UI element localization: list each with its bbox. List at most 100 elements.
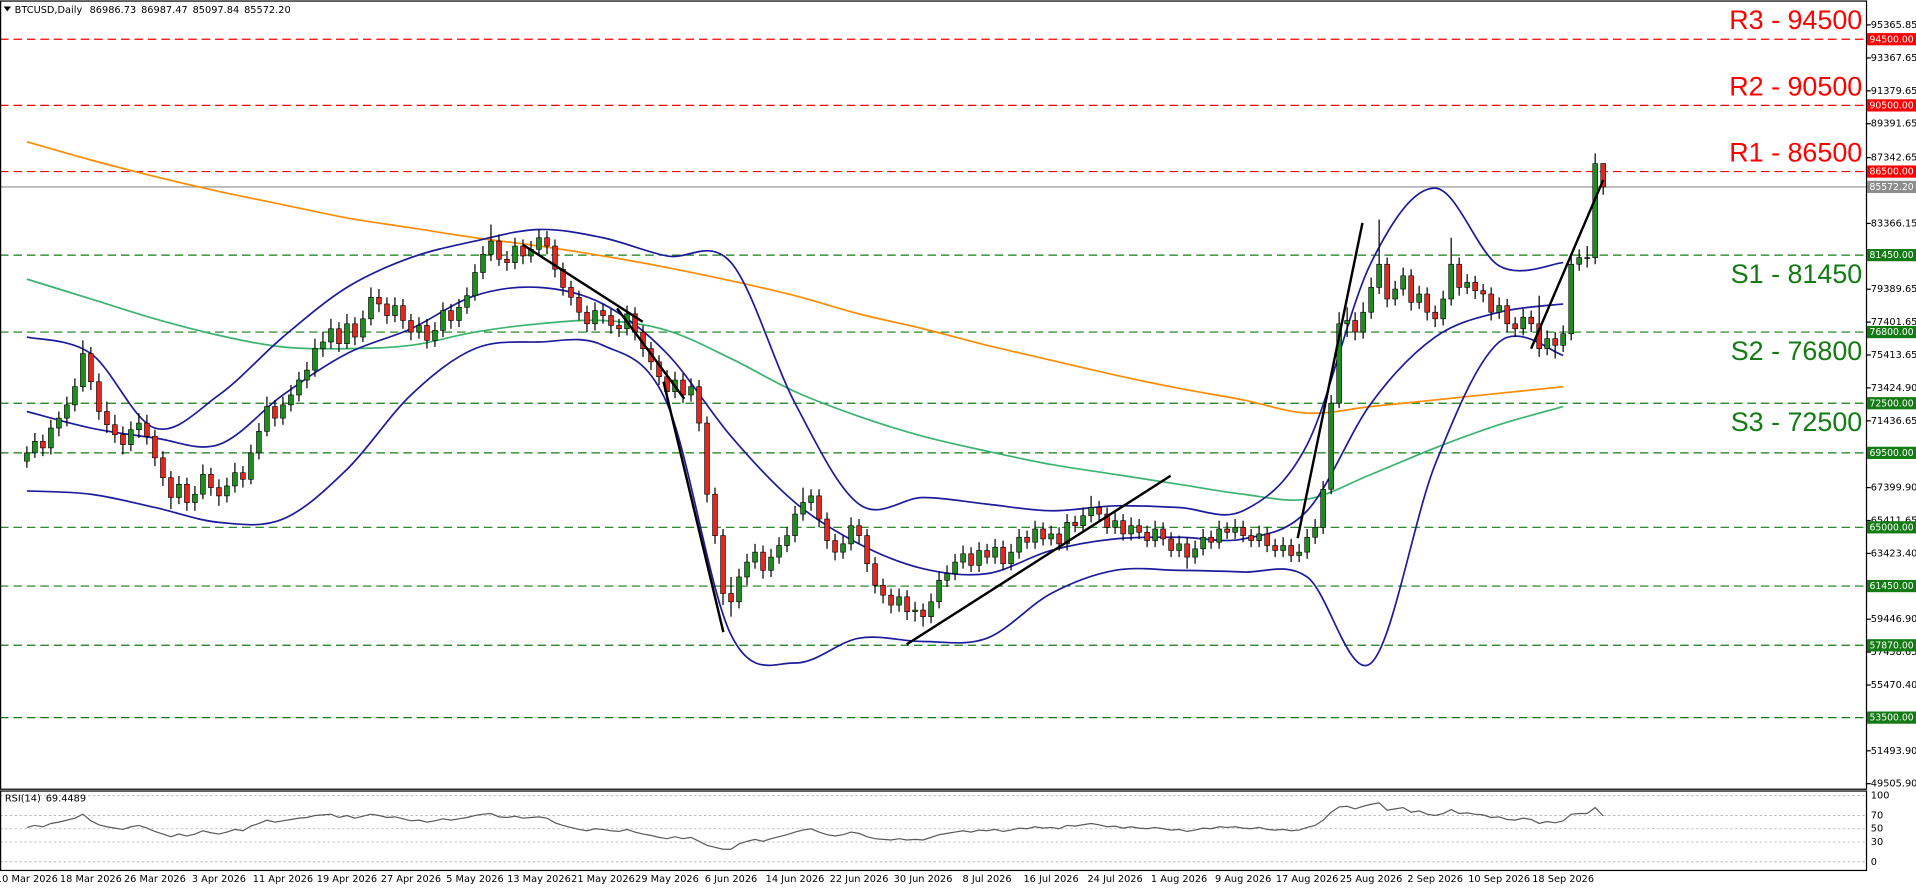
candle-body: [936, 579, 942, 603]
level-box-label: 53500.00: [1869, 713, 1913, 724]
candle-body: [1512, 323, 1518, 330]
level-name: R3 - 94500: [1729, 5, 1862, 35]
candle-body: [1568, 263, 1574, 335]
rsi-tick-label: 50: [1871, 824, 1883, 835]
level-box-label: 90500.00: [1869, 101, 1913, 112]
candle-body: [80, 353, 86, 387]
x-tick-label: 25 Aug 2026: [1340, 874, 1403, 885]
candle-body: [752, 551, 758, 563]
x-tick-label: 13 May 2026: [507, 874, 571, 885]
candle-body: [408, 320, 414, 333]
candle-body: [1120, 520, 1126, 535]
candle-body: [1008, 551, 1014, 565]
level-box: [1867, 639, 1916, 652]
candle-body: [1128, 525, 1134, 535]
candle-body: [912, 609, 918, 613]
candle-body: [960, 553, 966, 563]
candle-body: [840, 543, 846, 553]
frame: [0, 0, 1868, 872]
candle-body: [832, 540, 838, 553]
rsi-panel-frame: [0, 790, 1868, 872]
indicator-line: [26, 335, 1564, 667]
y-tick-label: 77401.65: [1871, 317, 1916, 328]
candle-body: [872, 563, 878, 586]
x-tick-label: 2 Sep 2026: [1407, 874, 1463, 885]
level-box: [1867, 446, 1916, 459]
y-tick-label: 79389.65: [1871, 284, 1916, 295]
candle-body: [376, 297, 382, 305]
trend-line: [1529, 179, 1605, 350]
indicator-layer: [26, 140, 1564, 667]
candle-body: [40, 440, 46, 449]
candle-body: [552, 245, 558, 270]
open: 86986.73: [90, 5, 137, 16]
candle-body: [1376, 263, 1382, 288]
candle-body: [168, 477, 174, 498]
candle-body: [1016, 536, 1022, 553]
candle-body: [1104, 513, 1110, 528]
x-tick-label: 10 Sep 2026: [1468, 874, 1530, 885]
candle-body: [104, 411, 110, 426]
level-name: R2 - 90500: [1729, 71, 1862, 101]
y-tick-label: 59446.90: [1871, 614, 1916, 625]
candle-body: [568, 287, 574, 298]
candle-body: [48, 427, 54, 449]
y-tick-label: 95365.85: [1871, 20, 1916, 31]
candle-body: [1480, 290, 1486, 295]
level-box: [1867, 165, 1916, 178]
candle-body: [600, 310, 606, 316]
level-box: [1867, 99, 1916, 112]
candle-body: [544, 237, 550, 247]
candle-body: [984, 550, 990, 558]
candle-body: [96, 381, 102, 412]
x-tick-label: 8 Jul 2026: [963, 874, 1012, 885]
x-tick-label: 10 Mar 2026: [0, 874, 58, 885]
candle-body: [152, 436, 158, 459]
rsi-tick-label: 0: [1871, 857, 1877, 868]
candle-body: [1464, 282, 1470, 288]
level-box-label: 94500.00: [1869, 34, 1913, 45]
candle-body: [400, 305, 406, 321]
x-tick-label: 26 Mar 2026: [124, 874, 186, 885]
candle-body: [1232, 527, 1238, 533]
candle-body: [72, 386, 78, 406]
indicator-line: [26, 140, 1564, 415]
candle-body: [1176, 543, 1182, 551]
candle-body: [480, 254, 486, 273]
x-tick-label: 27 Apr 2026: [381, 874, 441, 885]
candle-body: [1488, 293, 1494, 313]
candle-body: [1528, 316, 1534, 325]
x-tick-label: 18 Sep 2026: [1532, 874, 1594, 885]
candle-body: [352, 323, 358, 338]
trend-line: [522, 243, 644, 323]
candle-body: [1408, 275, 1414, 303]
candle-body: [416, 325, 422, 333]
y-tick-label: 71436.65: [1871, 416, 1916, 427]
candle-body: [1096, 507, 1102, 515]
candle-body: [1352, 320, 1358, 333]
candle-body: [456, 306, 462, 321]
candle-body: [1144, 531, 1150, 541]
candle-body: [1136, 525, 1142, 533]
candle-body: [1240, 527, 1246, 536]
candle-body: [800, 502, 806, 515]
y-tick-label: 91379.65: [1871, 86, 1916, 97]
candle-body: [608, 315, 614, 326]
candle-body: [320, 341, 326, 349]
x-tick-label: 29 May 2026: [635, 874, 699, 885]
y-tick-label: 67399.90: [1871, 483, 1916, 494]
candle-body: [1272, 545, 1278, 551]
level-box: [1867, 325, 1916, 339]
candle-body: [1000, 546, 1006, 565]
candle-body: [144, 422, 150, 437]
candle-body: [1496, 305, 1502, 313]
candle-body: [1048, 533, 1054, 540]
indicator-line: [26, 286, 1564, 576]
candle-body: [1264, 533, 1270, 546]
candle-body: [1328, 402, 1334, 490]
candle-body: [216, 487, 222, 497]
y-tick-label: 57458.65: [1871, 647, 1916, 658]
level-box-label: 86500.00: [1869, 167, 1913, 178]
candle-body: [1064, 522, 1070, 545]
candle-body: [1520, 316, 1526, 330]
